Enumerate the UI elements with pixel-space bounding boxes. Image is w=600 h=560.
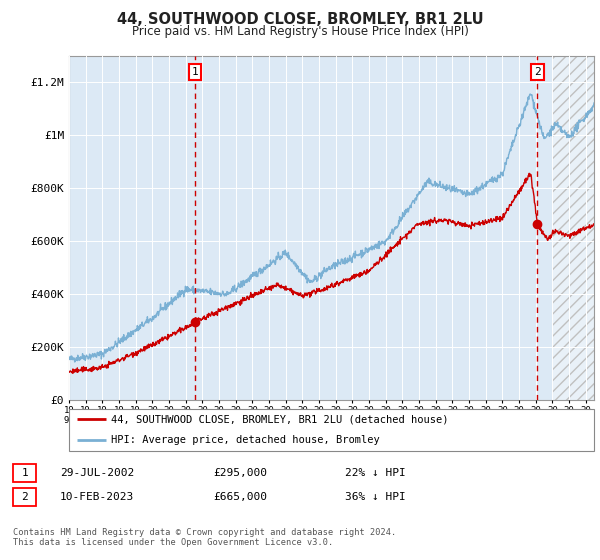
Text: £665,000: £665,000 [213, 492, 267, 502]
Text: 1: 1 [192, 67, 199, 77]
Text: 22% ↓ HPI: 22% ↓ HPI [345, 468, 406, 478]
Text: 10-FEB-2023: 10-FEB-2023 [60, 492, 134, 502]
Text: Contains HM Land Registry data © Crown copyright and database right 2024.
This d: Contains HM Land Registry data © Crown c… [13, 528, 397, 547]
Text: HPI: Average price, detached house, Bromley: HPI: Average price, detached house, Brom… [111, 435, 380, 445]
Text: 2: 2 [21, 492, 28, 502]
Text: £295,000: £295,000 [213, 468, 267, 478]
Text: 29-JUL-2002: 29-JUL-2002 [60, 468, 134, 478]
Text: 1: 1 [21, 468, 28, 478]
Text: Price paid vs. HM Land Registry's House Price Index (HPI): Price paid vs. HM Land Registry's House … [131, 25, 469, 38]
Text: 36% ↓ HPI: 36% ↓ HPI [345, 492, 406, 502]
FancyBboxPatch shape [69, 409, 594, 451]
Text: 44, SOUTHWOOD CLOSE, BROMLEY, BR1 2LU: 44, SOUTHWOOD CLOSE, BROMLEY, BR1 2LU [116, 12, 484, 27]
Bar [553, 56, 594, 400]
Text: 2: 2 [534, 67, 541, 77]
Text: 44, SOUTHWOOD CLOSE, BROMLEY, BR1 2LU (detached house): 44, SOUTHWOOD CLOSE, BROMLEY, BR1 2LU (d… [111, 414, 449, 424]
